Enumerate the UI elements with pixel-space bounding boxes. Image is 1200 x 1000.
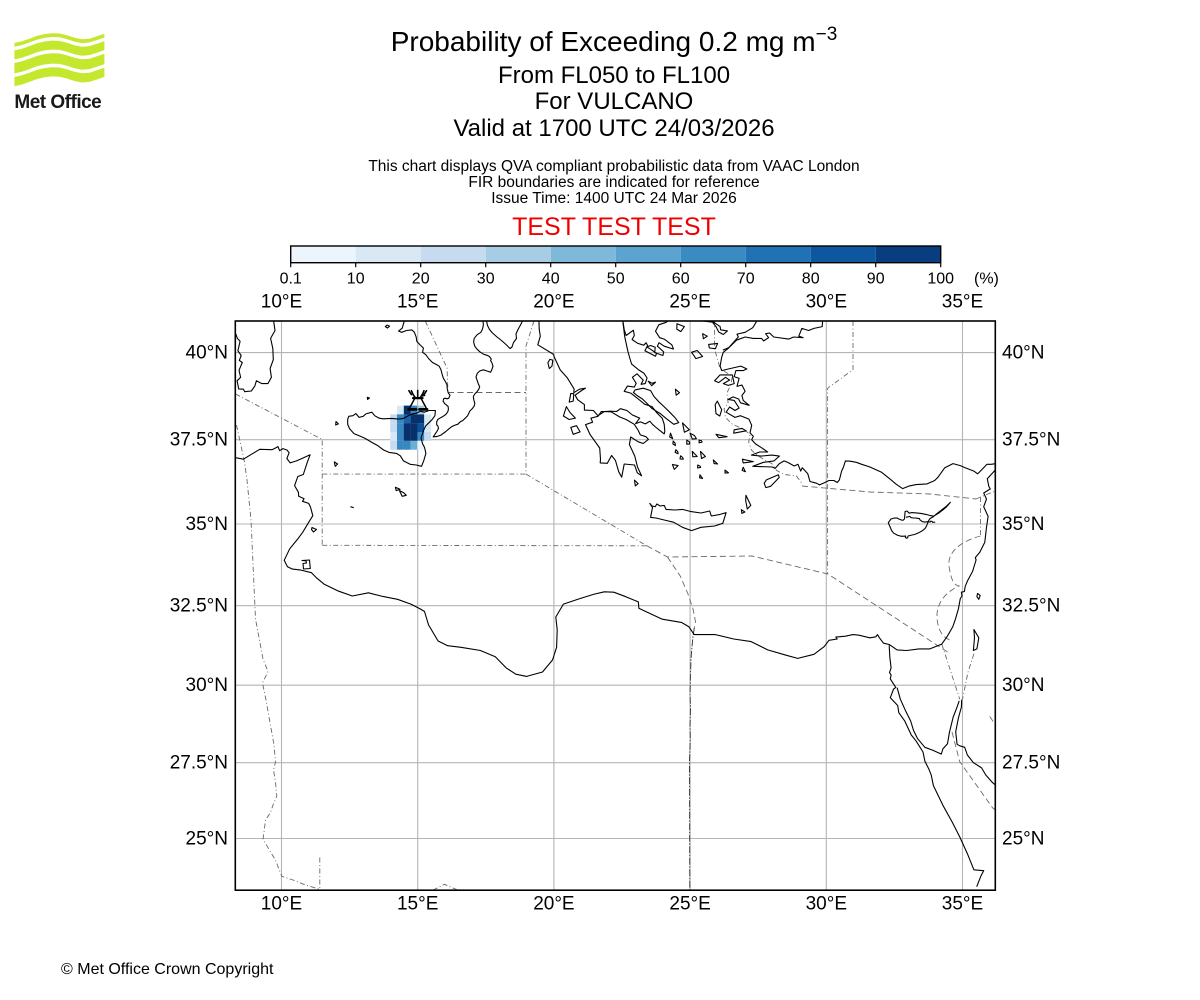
- svg-text:10°E: 10°E: [261, 894, 302, 915]
- svg-text:32.5°N: 32.5°N: [1002, 596, 1060, 617]
- svg-text:100: 100: [927, 271, 954, 288]
- svg-text:25°N: 25°N: [186, 829, 228, 850]
- svg-text:35°E: 35°E: [942, 292, 983, 313]
- svg-text:30°N: 30°N: [186, 675, 228, 696]
- svg-text:TEST TEST TEST: TEST TEST TEST: [512, 213, 716, 241]
- svg-text:10°E: 10°E: [261, 292, 302, 313]
- svg-text:Issue Time: 1400 UTC 24 Mar 20: Issue Time: 1400 UTC 24 Mar 2026: [491, 190, 737, 207]
- svg-text:70: 70: [737, 271, 755, 288]
- svg-text:30°E: 30°E: [806, 292, 847, 313]
- svg-text:0.1: 0.1: [280, 271, 302, 288]
- svg-text:25°E: 25°E: [669, 292, 710, 313]
- svg-text:Valid at 1700 UTC 24/03/2026: Valid at 1700 UTC 24/03/2026: [453, 115, 774, 142]
- svg-text:© Met Office Crown Copyright: © Met Office Crown Copyright: [61, 961, 274, 978]
- svg-text:Met Office: Met Office: [14, 92, 101, 113]
- svg-text:For VULCANO: For VULCANO: [535, 88, 694, 115]
- svg-text:Probability of Exceeding 0.2 m: Probability of Exceeding 0.2 mg m−3: [391, 24, 838, 57]
- svg-text:40: 40: [542, 271, 560, 288]
- svg-text:37.5°N: 37.5°N: [1002, 430, 1060, 451]
- svg-text:(%): (%): [974, 271, 999, 288]
- svg-text:27.5°N: 27.5°N: [1002, 753, 1060, 774]
- svg-text:50: 50: [607, 271, 625, 288]
- svg-text:15°E: 15°E: [397, 894, 438, 915]
- svg-text:This chart displays QVA compli: This chart displays QVA compliant probab…: [368, 158, 859, 175]
- svg-text:35°N: 35°N: [186, 514, 228, 535]
- svg-text:60: 60: [672, 271, 690, 288]
- svg-text:30°N: 30°N: [1002, 675, 1044, 696]
- svg-text:FIR boundaries are indicated f: FIR boundaries are indicated for referen…: [468, 174, 759, 191]
- svg-text:20°E: 20°E: [533, 292, 574, 313]
- svg-text:From FL050 to FL100: From FL050 to FL100: [498, 62, 730, 89]
- svg-text:40°N: 40°N: [186, 343, 228, 364]
- svg-text:35°N: 35°N: [1002, 514, 1044, 535]
- svg-text:25°E: 25°E: [669, 894, 710, 915]
- svg-text:35°E: 35°E: [942, 894, 983, 915]
- svg-text:30°E: 30°E: [806, 894, 847, 915]
- svg-text:10: 10: [347, 271, 365, 288]
- svg-text:15°E: 15°E: [397, 292, 438, 313]
- svg-text:32.5°N: 32.5°N: [170, 596, 228, 617]
- svg-text:27.5°N: 27.5°N: [170, 753, 228, 774]
- svg-text:25°N: 25°N: [1002, 829, 1044, 850]
- svg-text:90: 90: [867, 271, 885, 288]
- svg-text:20°E: 20°E: [533, 894, 574, 915]
- svg-text:30: 30: [477, 271, 495, 288]
- svg-text:40°N: 40°N: [1002, 343, 1044, 364]
- svg-text:20: 20: [412, 271, 430, 288]
- svg-text:37.5°N: 37.5°N: [170, 430, 228, 451]
- svg-text:80: 80: [802, 271, 820, 288]
